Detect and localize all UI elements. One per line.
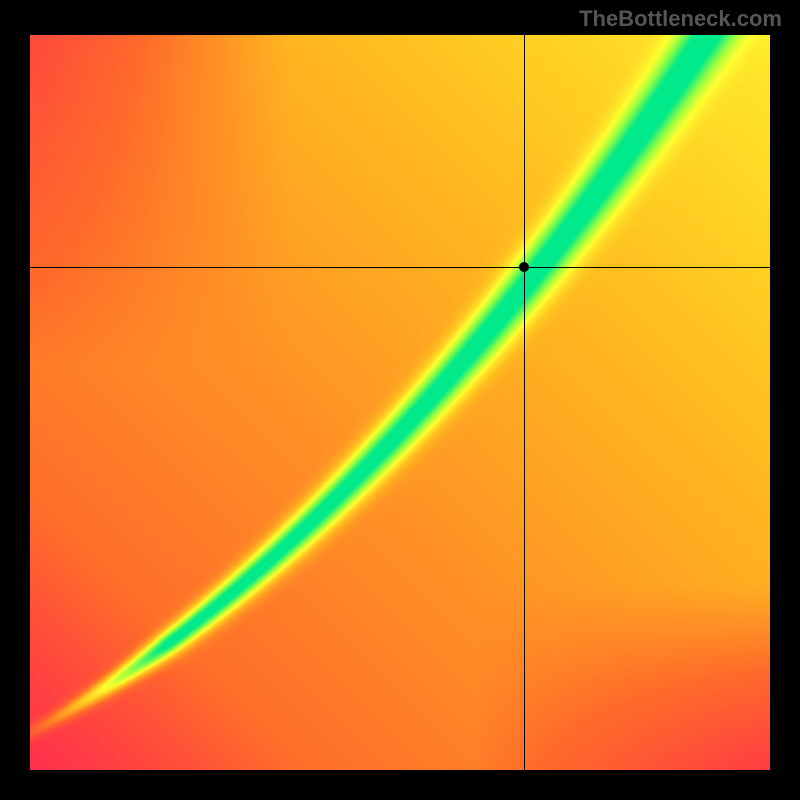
crosshair-vertical: [524, 35, 525, 770]
crosshair-horizontal: [30, 267, 770, 268]
marker-dot: [519, 262, 529, 272]
chart-container: TheBottleneck.com: [0, 0, 800, 800]
watermark-text: TheBottleneck.com: [579, 6, 782, 32]
plot-area: [30, 35, 770, 770]
heatmap-canvas: [30, 35, 770, 770]
